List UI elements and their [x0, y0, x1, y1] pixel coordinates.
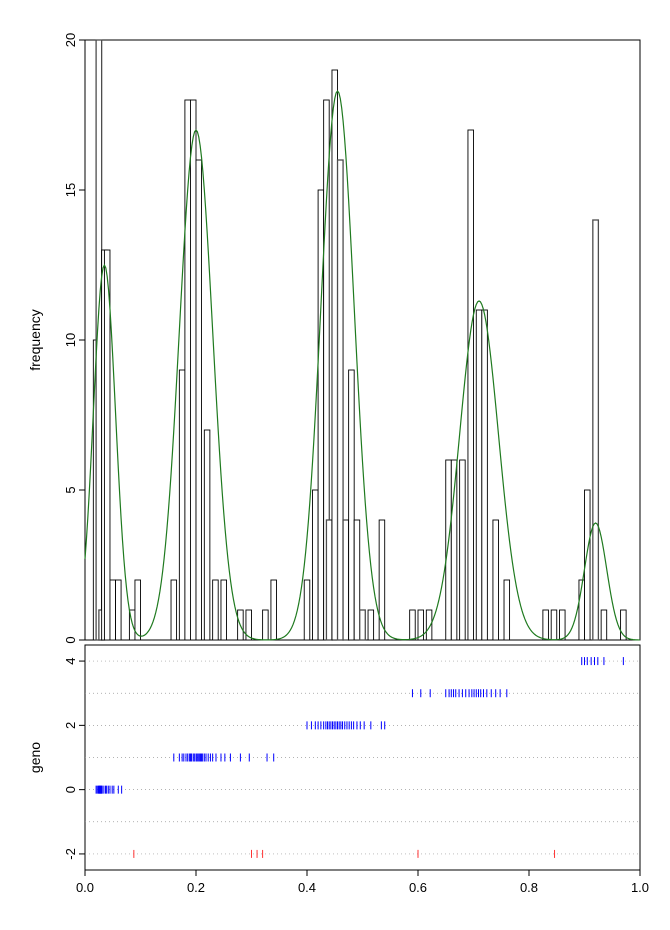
x-tick-label: 0.8 [520, 880, 538, 895]
histogram-bar [410, 610, 416, 640]
histogram-plot-border [85, 40, 640, 640]
histogram-bar [476, 310, 482, 640]
histogram-bar [460, 460, 466, 640]
histogram-bar [354, 520, 360, 640]
histogram-ytick-label: 15 [63, 183, 78, 197]
geno-ytick-label: 0 [63, 786, 78, 793]
histogram-bar [446, 460, 452, 640]
histogram-bar [196, 160, 202, 640]
histogram-bar [135, 580, 141, 640]
density-curve [85, 91, 640, 640]
geno-ytick-label: -2 [63, 848, 78, 860]
histogram-bar [116, 580, 122, 640]
histogram-bar [185, 100, 191, 640]
histogram-ytick-label: 0 [63, 636, 78, 643]
x-tick-label: 0.2 [187, 880, 205, 895]
histogram-bar [271, 580, 277, 640]
histogram-bar [360, 610, 366, 640]
geno-ytick-label: 2 [63, 722, 78, 729]
x-tick-label: 1.0 [631, 880, 649, 895]
histogram-bar [560, 610, 566, 640]
histogram-bar [326, 520, 332, 640]
histogram-bar [204, 430, 210, 640]
histogram-bar [551, 610, 557, 640]
combined-chart: 0 5 10 15 20 frequency -2 0 2 4 geno 0.0 0.2 0.4 0.6 0.… [0, 0, 670, 930]
x-tick-label: 0.6 [409, 880, 427, 895]
histogram-bar [313, 490, 319, 640]
histogram-bar [190, 100, 196, 640]
histogram-ytick-label: 10 [63, 333, 78, 347]
histogram-bar [171, 580, 177, 640]
geno-ylabel: geno [27, 742, 43, 773]
histogram-bar [349, 370, 355, 640]
histogram-bar [304, 580, 310, 640]
histogram-ytick-label: 20 [63, 33, 78, 47]
histogram-bar [213, 580, 219, 640]
histogram-bar [343, 520, 349, 640]
histogram-bar [482, 310, 488, 640]
histogram-bar [468, 130, 474, 640]
histogram-bar [110, 580, 116, 640]
histogram-bar [504, 580, 510, 640]
histogram-bar [493, 520, 499, 640]
x-tick-label: 0.4 [298, 880, 316, 895]
histogram-ylabel: frequency [27, 309, 43, 370]
histogram-bar [263, 610, 269, 640]
histogram-ytick-label: 5 [63, 486, 78, 493]
histogram-bar [332, 70, 338, 640]
histogram-bar [368, 610, 374, 640]
x-tick-label: 0.0 [76, 880, 94, 895]
geno-plot-border [85, 645, 640, 870]
geno-ytick-label: 4 [63, 657, 78, 664]
histogram-bar [379, 520, 385, 640]
histogram-bar [601, 610, 607, 640]
histogram-bar [104, 250, 110, 640]
chart-stage: 0 5 10 15 20 frequency -2 0 2 4 geno 0.0 0.2 0.4 0.6 0.… [0, 0, 670, 930]
histogram-bar [221, 580, 227, 640]
histogram-bar [179, 370, 185, 640]
histogram-bar [543, 610, 549, 640]
histogram-bar [338, 160, 344, 640]
histogram-bar [593, 220, 599, 640]
